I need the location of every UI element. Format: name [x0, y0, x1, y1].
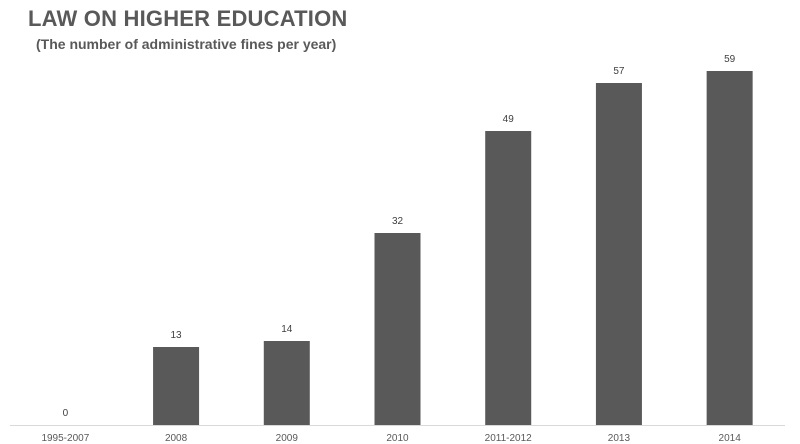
- x-tick-label-1995-2007: 1995-2007: [41, 433, 89, 444]
- data-labels-group: 0 13 14 32 49 57 59: [63, 54, 736, 419]
- data-label-2011-2012: 49: [503, 114, 515, 125]
- bar-2011-2012: [485, 131, 532, 425]
- data-label-1995-2007: 0: [63, 408, 69, 419]
- data-label-2013: 57: [613, 66, 625, 77]
- bar-2008: [153, 347, 200, 425]
- chart-subtitle: (The number of administrative fines per …: [36, 36, 337, 52]
- bar-2014: [706, 71, 753, 425]
- bar-2013: [595, 83, 642, 425]
- x-tick-label-2014: 2014: [719, 433, 742, 444]
- x-tick-label-2008: 2008: [165, 433, 188, 444]
- x-tick-label-2013: 2013: [608, 433, 631, 444]
- bars-group: [153, 71, 753, 425]
- data-label-2009: 14: [281, 324, 293, 335]
- bar-2009: [263, 341, 310, 425]
- bar-2010: [374, 233, 421, 425]
- x-tick-label-2011-2012: 2011-2012: [485, 433, 533, 444]
- x-tick-label-2010: 2010: [386, 433, 409, 444]
- data-label-2014: 59: [724, 54, 736, 65]
- x-tick-labels-group: 1995-2007 2008 2009 2010 2011-2012 2013 2014: [41, 433, 741, 444]
- data-label-2008: 13: [171, 330, 183, 341]
- x-tick-label-2009: 2009: [276, 433, 299, 444]
- chart-title: LAW ON HIGHER EDUCATION: [28, 6, 348, 31]
- data-label-2010: 32: [392, 216, 404, 227]
